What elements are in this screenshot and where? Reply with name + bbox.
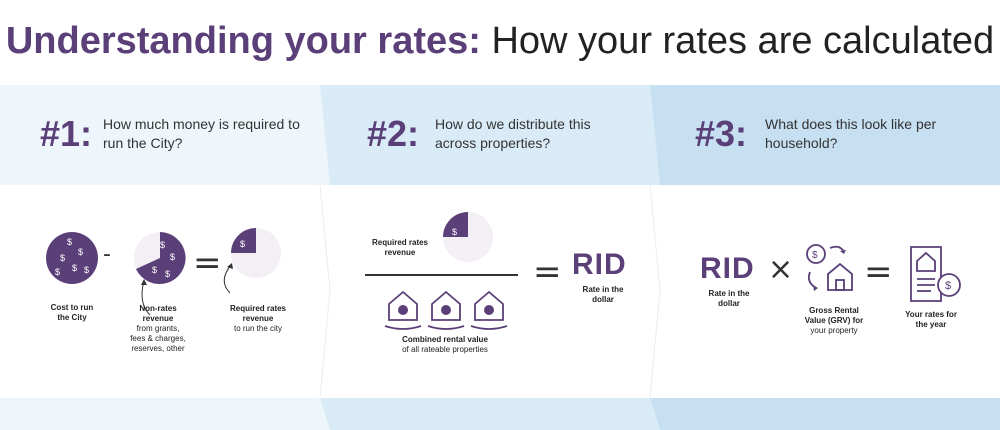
required-label-2: Required rates revenue (371, 238, 429, 257)
grv-house-icon: $ (806, 244, 853, 291)
equals-operator-3: = (864, 252, 893, 292)
svg-text:$: $ (72, 263, 77, 273)
combined-label: Combined rental value of all rateable pr… (402, 335, 488, 354)
svg-text:$: $ (452, 227, 457, 237)
grv-label: Gross Rental Value (GRV) for your propert… (804, 306, 864, 335)
minus-operator: - (103, 242, 111, 267)
svg-text:$: $ (170, 252, 175, 262)
svg-text:$: $ (945, 280, 951, 292)
step-2-graphics: $ (365, 212, 518, 330)
step-3-question-line2: household? (765, 135, 838, 151)
svg-text:$: $ (84, 265, 89, 275)
page-title: Understanding your rates: How your rates… (0, 18, 1000, 64)
step-2-question-line1: How do we distribute this (435, 116, 591, 132)
step-1-question: How much money is required to run the Ci… (103, 115, 300, 153)
houses-icon (384, 290, 508, 330)
svg-text:$: $ (78, 247, 83, 257)
rid-label-2: Rate in the dollar (582, 285, 624, 304)
equals-operator-2: = (533, 252, 562, 292)
nonrates-label: Non-rates revenue from grants, fees & cha… (130, 304, 186, 353)
svg-text:$: $ (67, 237, 72, 247)
required-label: Required rates revenue to run the city (229, 304, 287, 333)
svg-text:$: $ (240, 239, 245, 249)
step-3-question: What does this look like per household? (765, 115, 936, 153)
required-pie-icon-2: $ (443, 212, 493, 262)
rid-label-3: Rate in the dollar (708, 289, 750, 308)
step-1-graphics: $ $ $ $ $ $ $ $ $ $ $ (46, 228, 281, 316)
title-bold: Understanding your rates: (5, 20, 481, 62)
cost-label: Cost to run the City (50, 303, 94, 322)
cost-coins-icon: $ $ $ $ $ $ (46, 232, 98, 284)
step-2-number: #2: (367, 113, 420, 154)
required-pie-icon: $ (223, 228, 281, 294)
rates-document-icon: $ (910, 246, 961, 302)
svg-text:$: $ (812, 250, 818, 261)
title-rest: How your rates are calculated (491, 20, 995, 62)
svg-text:$: $ (55, 267, 60, 277)
step-2-question: How do we distribute this across propert… (435, 115, 591, 153)
step-1-question-line1: How much money is required to (103, 116, 300, 132)
step-1-number: #1: (40, 113, 93, 154)
equals-operator-1: = (193, 243, 222, 283)
step-3-number: #3: (695, 113, 748, 154)
rid-text-3: RID (700, 252, 755, 285)
step-3-question-line1: What does this look like per (765, 116, 937, 132)
svg-text:$: $ (60, 253, 65, 263)
svg-text:$: $ (152, 265, 157, 275)
rid-text-2: RID (572, 248, 627, 281)
step-1-question-line2: run the City? (103, 135, 183, 151)
svg-text:$: $ (160, 240, 165, 250)
svg-text:$: $ (165, 269, 170, 279)
times-operator: × (768, 252, 794, 287)
result-label: Your rates for the year (905, 310, 957, 329)
step-2-question-line2: across properties? (435, 135, 551, 151)
nonrates-pie-icon: $ $ $ $ (134, 232, 186, 316)
